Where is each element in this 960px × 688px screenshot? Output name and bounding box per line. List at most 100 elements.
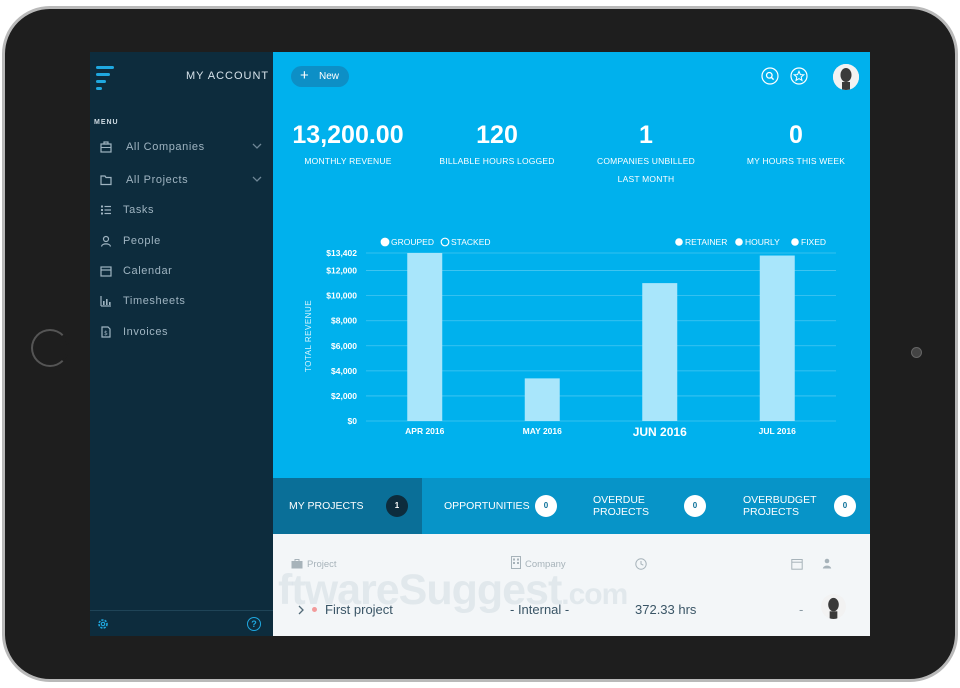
stat-companies-unbilled: 1 COMPANIES UNBILLED LAST MONTH <box>571 120 721 188</box>
filter-toggle[interactable] <box>735 238 743 246</box>
camera-icon <box>911 347 922 358</box>
main-panel: + New 13,200.00 MONTHLY REVENUE 120 BILL… <box>273 52 870 636</box>
sidebar-item-invoices[interactable]: $ Invoices <box>90 320 273 344</box>
count-badge: 0 <box>834 495 856 517</box>
sidebar-item-people[interactable]: People <box>90 229 273 253</box>
clock-icon[interactable] <box>635 558 647 570</box>
sidebar-item-label: Timesheets <box>123 295 186 307</box>
my-account-link[interactable]: MY ACCOUNT <box>186 70 270 82</box>
projects-table: ftwareSuggest.com Project Company First … <box>273 534 870 636</box>
y-tick-label: $2,000 <box>331 391 357 401</box>
tab-opportunities[interactable]: OPPORTUNITIES 0 <box>422 478 571 534</box>
tab-overdue-projects[interactable]: OVERDUE PROJECTS 0 <box>571 478 720 534</box>
stat-label: MONTHLY REVENUE <box>304 156 392 166</box>
sidebar-item-tasks[interactable]: Tasks <box>90 198 273 222</box>
mode-option-label[interactable]: GROUPED <box>391 237 434 247</box>
list-icon <box>101 205 111 215</box>
building-icon <box>511 556 521 569</box>
sidebar-item-label: All Projects <box>126 174 189 186</box>
sidebar-item-label: All Companies <box>126 141 205 153</box>
chevron-down-icon[interactable] <box>251 173 263 185</box>
sidebar-item-label: People <box>123 235 161 247</box>
project-company: - Internal - <box>510 602 570 617</box>
mode-option-label[interactable]: STACKED <box>451 237 491 247</box>
project-due-date: - <box>799 602 804 617</box>
project-owner-avatar[interactable] <box>821 594 846 619</box>
avatar-image <box>833 64 859 90</box>
status-dot <box>312 607 317 612</box>
bar[interactable] <box>407 253 443 421</box>
sidebar-item-timesheets[interactable]: Timesheets <box>90 289 273 313</box>
gear-icon[interactable] <box>96 617 110 631</box>
watermark-suffix: .com <box>561 578 628 611</box>
sidebar-item-calendar[interactable]: Calendar <box>90 259 273 283</box>
filter-label[interactable]: HOURLY <box>745 237 780 247</box>
project-hours: 372.33 hrs <box>635 602 697 617</box>
chevron-down-icon[interactable] <box>251 140 263 152</box>
briefcase-icon <box>100 141 112 153</box>
invoice-icon: $ <box>101 326 111 338</box>
sidebar-item-all-companies[interactable]: All Companies <box>90 135 273 159</box>
sidebar-item-label: Calendar <box>123 265 173 277</box>
stat-my-hours: 0 MY HOURS THIS WEEK <box>721 120 870 170</box>
tab-label: OVERBUDGET PROJECTS <box>743 494 817 518</box>
x-tick-label: JUN 2016 <box>633 425 687 439</box>
x-tick-label: APR 2016 <box>405 426 444 436</box>
project-tabs: MY PROJECTS 1 OPPORTUNITIES 0 OVERDUE PR… <box>273 478 870 534</box>
watermark: ftwareSuggest.com <box>278 566 628 615</box>
x-tick-label: MAY 2016 <box>523 426 562 436</box>
app-logo-icon[interactable] <box>96 66 116 90</box>
chevron-right-icon[interactable] <box>297 605 305 615</box>
mode-radio[interactable] <box>440 237 450 247</box>
help-icon[interactable]: ? <box>247 617 261 631</box>
sidebar: MY ACCOUNT MENU All Companies All Projec… <box>90 52 273 636</box>
filter-toggle[interactable] <box>675 238 683 246</box>
y-tick-label: $12,000 <box>326 266 357 276</box>
column-header-company[interactable]: Company <box>525 559 566 570</box>
sidebar-item-all-projects[interactable]: All Projects <box>90 168 273 192</box>
mode-radio[interactable] <box>380 237 390 247</box>
y-tick-label: $4,000 <box>331 366 357 376</box>
filter-toggle[interactable] <box>791 238 799 246</box>
stat-value: 13,200.00 <box>292 121 404 149</box>
column-header-project[interactable]: Project <box>307 559 337 570</box>
search-icon[interactable] <box>761 67 779 85</box>
stat-label: COMPANIES UNBILLED LAST MONTH <box>597 156 695 184</box>
avatar-image <box>828 597 839 619</box>
x-tick-label: JUL 2016 <box>759 426 796 436</box>
stat-label: BILLABLE HOURS LOGGED <box>439 156 555 166</box>
new-button[interactable]: + New <box>291 66 349 87</box>
person-icon[interactable] <box>822 558 832 569</box>
project-name-link[interactable]: First project <box>325 602 393 617</box>
y-tick-label: $8,000 <box>331 316 357 326</box>
sidebar-footer: ? <box>90 610 273 636</box>
y-tick-label: $10,000 <box>326 291 357 301</box>
folder-icon <box>100 175 112 186</box>
stat-monthly-revenue: 13,200.00 MONTHLY REVENUE <box>273 120 423 170</box>
y-tick-label: $6,000 <box>331 341 357 351</box>
person-icon <box>100 235 112 247</box>
tab-label: OPPORTUNITIES <box>444 500 530 512</box>
bar[interactable] <box>524 378 560 421</box>
user-avatar[interactable] <box>833 64 859 90</box>
stat-value: 120 <box>476 121 518 149</box>
briefcase-icon <box>291 559 303 569</box>
tab-label: MY PROJECTS <box>289 500 364 512</box>
filter-label[interactable]: RETAINER <box>685 237 727 247</box>
bar[interactable] <box>759 255 795 421</box>
bar[interactable] <box>642 283 678 421</box>
calendar-icon[interactable] <box>791 558 803 570</box>
tab-overbudget-projects[interactable]: OVERBUDGET PROJECTS 0 <box>721 478 870 534</box>
menu-heading: MENU <box>94 119 119 126</box>
filter-label[interactable]: FIXED <box>801 237 826 247</box>
y-tick-label: $13,402 <box>326 248 357 258</box>
stat-value: 0 <box>789 121 803 149</box>
star-icon[interactable] <box>790 67 808 85</box>
tab-label: OVERDUE PROJECTS <box>593 494 650 518</box>
y-axis-label: TOTAL REVENUE <box>304 300 313 372</box>
app-screen: MY ACCOUNT MENU All Companies All Projec… <box>90 52 870 636</box>
plus-icon: + <box>300 67 309 84</box>
tab-my-projects[interactable]: MY PROJECTS 1 <box>273 478 422 534</box>
svg-text:$: $ <box>104 330 108 337</box>
home-button[interactable] <box>31 329 69 367</box>
